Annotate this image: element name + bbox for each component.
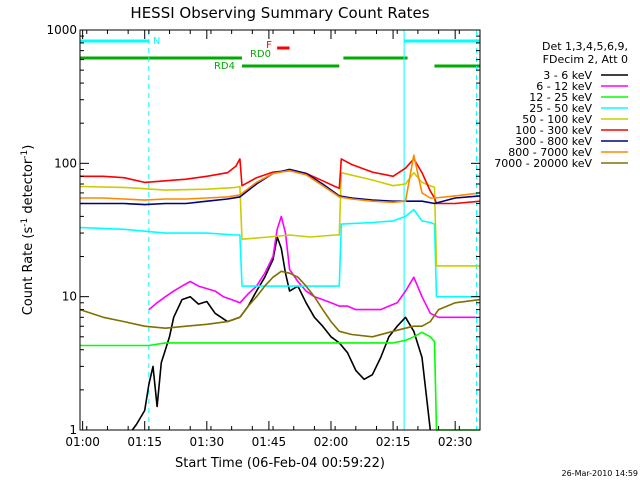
x-tick-label-01-30: 01:30	[190, 435, 225, 449]
flag-f-label: F	[266, 40, 272, 51]
y-tick-label-1: 1	[69, 423, 77, 437]
y-tick-label-10: 10	[62, 290, 77, 304]
x-tick-label-01-15: 01:15	[127, 435, 162, 449]
series-line-100-300-kev	[80, 158, 481, 205]
series-line-12-25-kev	[80, 331, 480, 431]
y-axis-ticks: 1 10 100 1000	[46, 23, 480, 437]
y-axis-title: Count Rate (s-1 detector-1)	[20, 145, 36, 316]
x-tick-label-02-15: 02:15	[376, 435, 411, 449]
series-line-50-100-kev	[79, 171, 480, 267]
legend-label-50-100-kev: 50 - 100 keV	[522, 113, 592, 126]
flag-rd0-label: RD0	[250, 49, 271, 60]
chart-title: HESSI Observing Summary Count Rates	[130, 4, 429, 22]
legend-label-12-25-kev: 12 - 25 keV	[529, 91, 592, 104]
legend-label-25-50-kev: 25 - 50 keV	[529, 102, 592, 115]
cyan-boundary-lines	[148, 30, 478, 430]
generation-timestamp: 26-Mar-2010 14:59	[562, 469, 639, 478]
legend-header-line-2: FDecim 2, Att 0	[543, 53, 628, 66]
y-tick-label-1000: 1000	[46, 23, 77, 37]
series-line-25-50-kev	[79, 208, 480, 298]
x-tick-label-01-00: 01:00	[65, 435, 100, 449]
series-line-7000-20000-kev	[79, 270, 481, 338]
x-axis-ticks: 01:00 01:15 01:30 01:45 02:00 02:15 02:30	[65, 30, 481, 449]
plot-frame	[79, 29, 481, 431]
legend-label-100-300-kev: 100 - 300 keV	[515, 124, 592, 137]
x-tick-label-02-00: 02:00	[314, 435, 349, 449]
series-line-300-800-kev	[80, 168, 481, 206]
legend-label-300-800-kev: 300 - 800 keV	[515, 135, 592, 148]
x-axis-title: Start Time (06-Feb-04 00:59:22)	[175, 456, 385, 471]
y-tick-label-100: 100	[54, 156, 77, 170]
flag-rd4-label: RD4	[214, 61, 235, 72]
legend-label-7000-20000-kev: 7000 - 20000 keV	[494, 157, 592, 170]
legend-label-3-6-kev: 3 - 6 keV	[543, 69, 592, 82]
flag-n-label: N	[153, 36, 160, 47]
series-lines	[79, 154, 481, 431]
legend: Det 1,3,4,5,6,9, FDecim 2, Att 0 3 - 6 k…	[494, 40, 628, 170]
legend-label-6-12-kev: 6 - 12 keV	[536, 80, 592, 93]
series-line-6-12-kev	[148, 215, 476, 319]
series-line-3-6-kev	[131, 236, 432, 431]
legend-label-800-7000-kev: 800 - 7000 keV	[508, 146, 592, 159]
x-tick-label-02-30: 02:30	[438, 435, 473, 449]
series-line-800-7000-kev	[80, 154, 481, 204]
legend-header-line-1: Det 1,3,4,5,6,9,	[542, 40, 628, 53]
x-tick-label-01-45: 01:45	[252, 435, 287, 449]
